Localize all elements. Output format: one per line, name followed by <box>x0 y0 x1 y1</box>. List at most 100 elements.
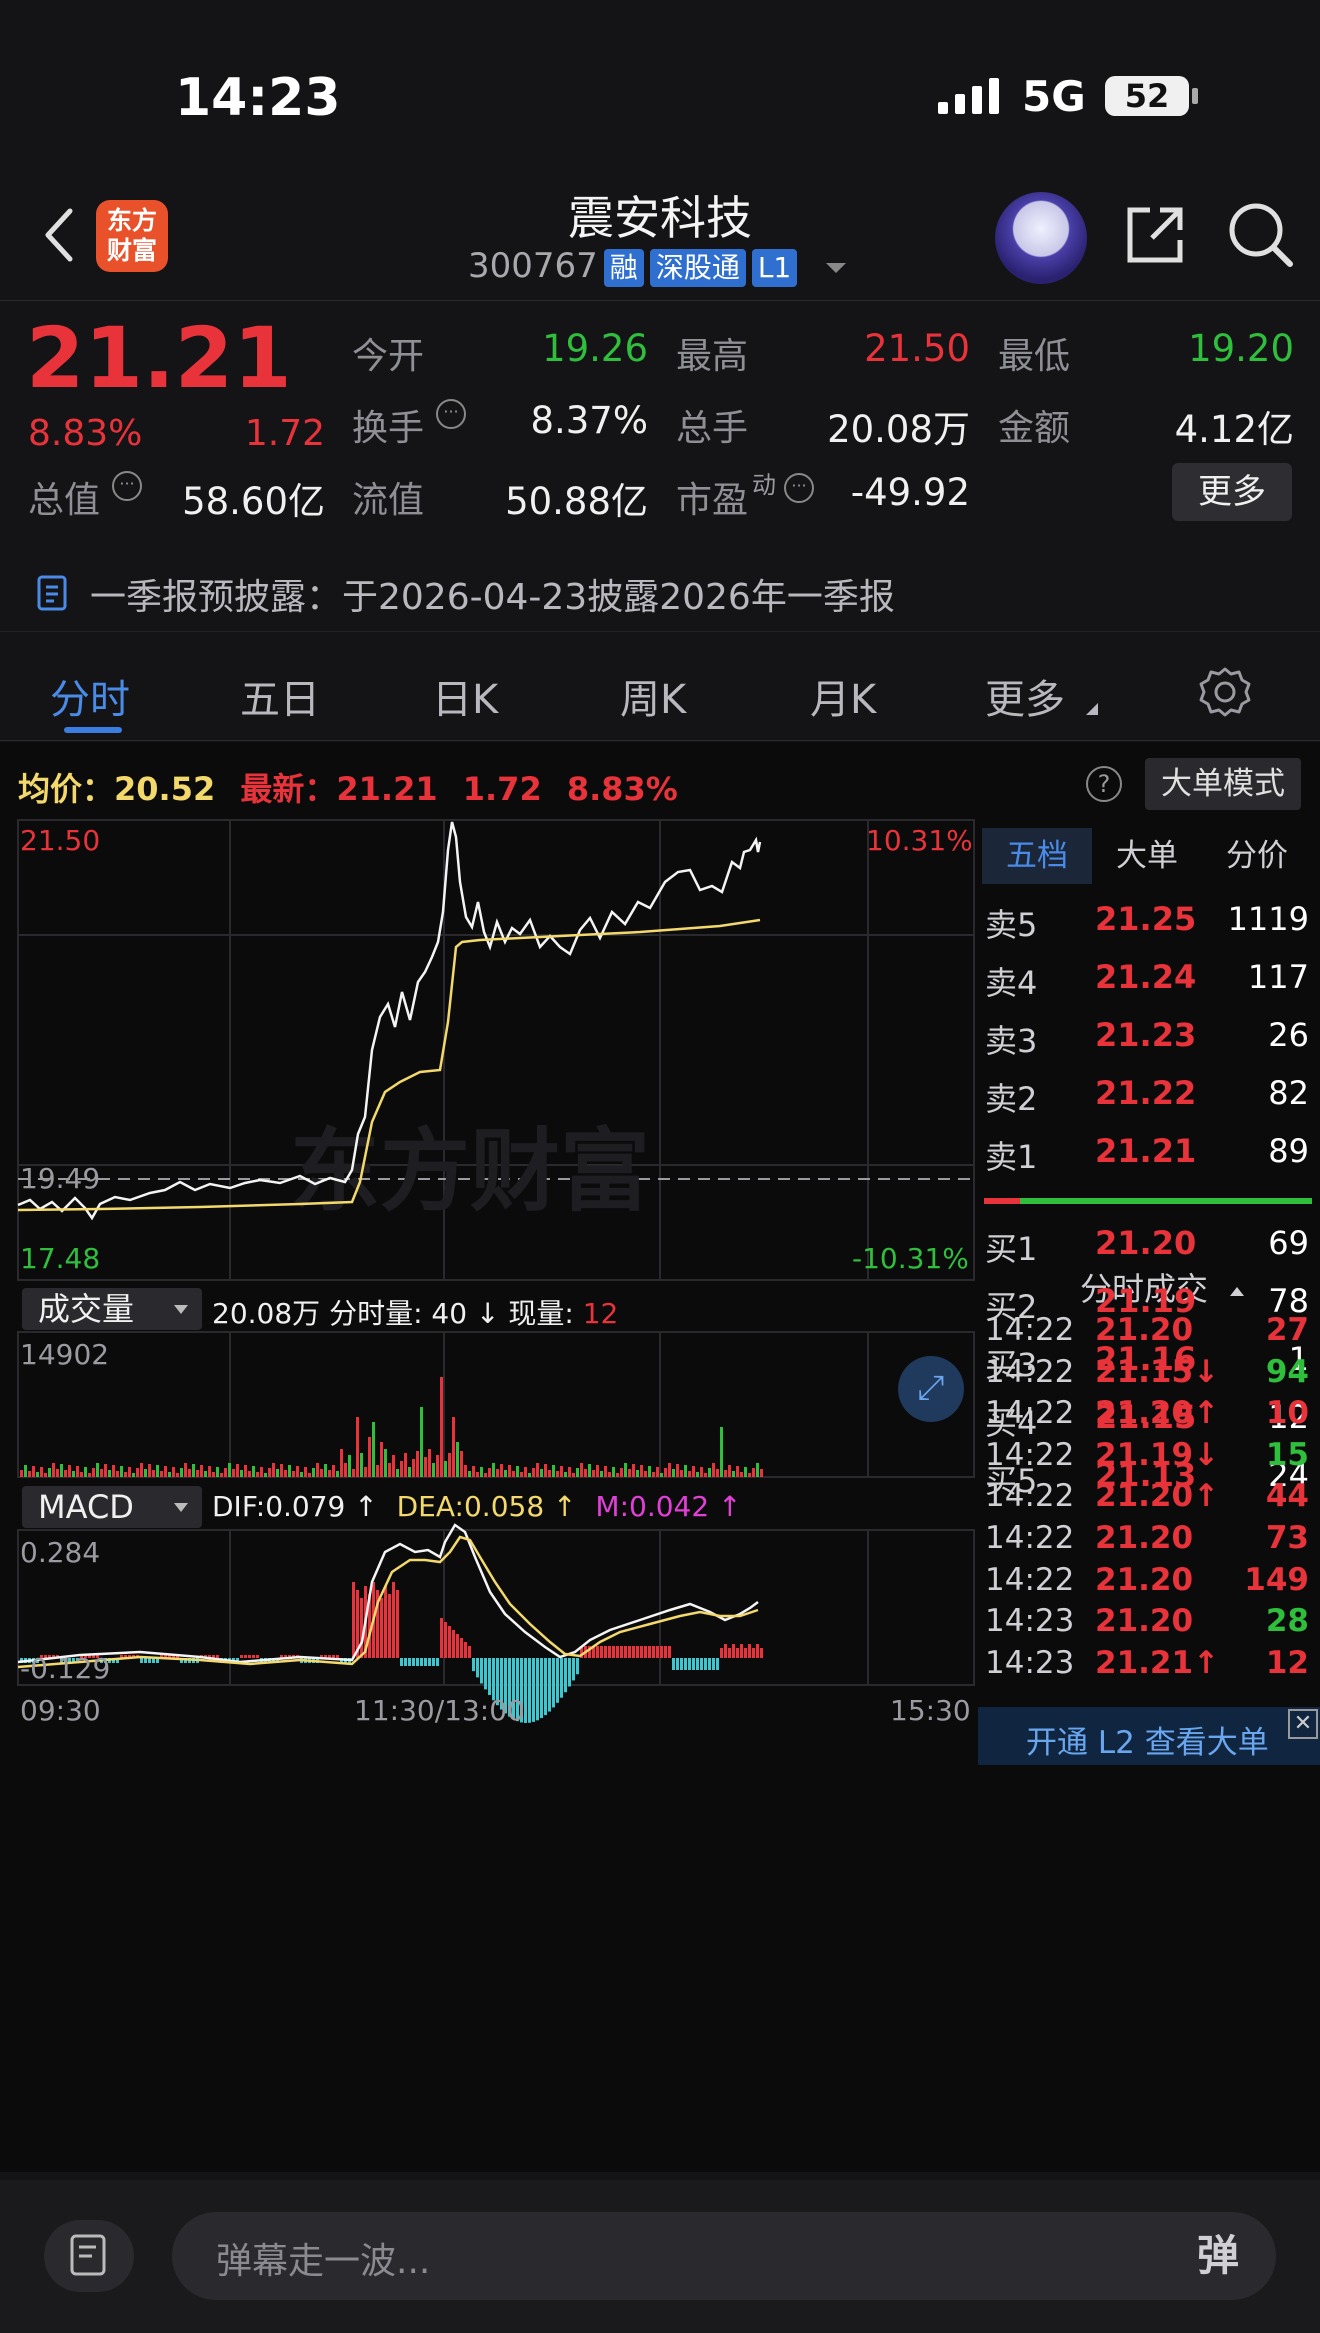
more-button[interactable]: 更多 <box>1172 463 1292 521</box>
ticks-title[interactable]: 分时成交 <box>1080 1264 1245 1310</box>
volume-bar <box>484 1473 487 1477</box>
stock-code-row[interactable]: 300767 融深股通 L1 <box>468 246 847 287</box>
volume-bar <box>636 1470 639 1477</box>
pe-info-icon[interactable]: ··· <box>784 473 814 503</box>
macd-bar <box>728 1648 731 1658</box>
ob-price: 21.22 <box>1095 1074 1197 1112</box>
chart-tabs: 分时 五日 日K 周K 月K 更多 <box>0 645 1320 741</box>
share-icon[interactable] <box>1122 202 1188 268</box>
dif-value: 0.079 <box>265 1490 346 1523</box>
expand-chart-icon[interactable]: ⤢ <box>898 1356 964 1422</box>
tick-row: 14:22 21.15↓ 94 <box>985 1354 1315 1412</box>
intraday-chart[interactable]: 东方财富 <box>0 742 985 2172</box>
turnover-info-icon[interactable]: ··· <box>436 399 466 429</box>
ob-price: 21.20 <box>1095 1224 1197 1262</box>
tick-row: 14:22 21.20↑ 44 <box>985 1478 1315 1536</box>
bid-row: 买1 21.20 69 <box>985 1224 1315 1280</box>
volume-bar <box>568 1467 571 1477</box>
dea-label: DEA: <box>396 1490 464 1523</box>
volume-bar <box>416 1451 419 1477</box>
ob-price: 21.24 <box>1095 958 1197 996</box>
l2-banner[interactable]: 开通 L2 查看大单 ✕ <box>978 1707 1320 1765</box>
volume-bar <box>724 1470 727 1477</box>
volume-bar <box>192 1464 195 1477</box>
tick-volume: 149 <box>1244 1561 1309 1598</box>
volume-bar <box>420 1407 423 1477</box>
volume-bar <box>580 1463 583 1477</box>
volume-bar <box>312 1468 315 1477</box>
macd-bar <box>732 1644 735 1658</box>
macd-bar <box>688 1658 691 1670</box>
note-icon[interactable] <box>44 2220 134 2292</box>
macd-bar <box>716 1658 719 1670</box>
tab-weekly-k[interactable]: 周K <box>620 677 687 723</box>
ob-level: 卖5 <box>985 906 1038 944</box>
back-icon[interactable] <box>38 205 78 265</box>
dropdown-icon[interactable] <box>826 262 847 273</box>
close-icon[interactable]: ✕ <box>1288 1709 1318 1739</box>
tick-price: 21.20 <box>1095 1312 1194 1348</box>
price-line <box>17 821 762 1221</box>
macd-bar <box>244 1655 247 1658</box>
help-icon[interactable]: ? <box>1086 766 1122 802</box>
ob-volume: 89 <box>1268 1132 1309 1170</box>
macd-bar <box>628 1646 631 1658</box>
tick-row: 14:22 21.19↓ 15 <box>985 1437 1315 1495</box>
tab-five-day[interactable]: 五日 <box>240 677 320 723</box>
tick-price: 21.20 <box>1095 1520 1194 1556</box>
macd-bar <box>144 1658 147 1663</box>
low-label: 最低 <box>998 336 1071 377</box>
volume-bar <box>96 1463 99 1477</box>
orderbook-tab-five[interactable]: 五档 <box>982 828 1092 884</box>
big-order-mode-button[interactable]: 大单模式 <box>1145 758 1301 810</box>
tick-volume: 73 <box>1265 1520 1309 1556</box>
danmu-input[interactable]: 弹幕走一波... 弹 <box>172 2212 1276 2300</box>
tab-intraday[interactable]: 分时 <box>50 677 130 723</box>
amount-value: 4.12亿 <box>1174 408 1294 451</box>
volume-now-label: 现量: <box>508 1297 574 1330</box>
mcap-info-icon[interactable]: ··· <box>112 471 142 501</box>
tag-level: L1 <box>751 249 798 287</box>
volume-bar <box>332 1465 335 1477</box>
more-caret-icon <box>1086 703 1098 715</box>
tick-price: 21.20↑ <box>1095 1395 1220 1432</box>
macd-bar <box>88 1655 91 1658</box>
quote-panel: 21.21 8.83% 1.72 总值 ··· 58.60亿 今开 19.26 … <box>0 300 1320 540</box>
macd-bar <box>116 1658 119 1663</box>
macd-bar <box>252 1655 255 1658</box>
tick-time: 14:22 <box>985 1353 1075 1390</box>
volume-bar <box>244 1465 247 1477</box>
tick-time: 14:23 <box>985 1644 1075 1681</box>
macd-top-label: 0.284 <box>20 1536 101 1569</box>
danmu-toggle-button[interactable]: 弹 <box>1196 2231 1239 2280</box>
settings-icon[interactable] <box>1198 665 1252 719</box>
tab-more[interactable]: 更多 <box>985 677 1065 723</box>
tab-daily-k[interactable]: 日K <box>432 677 499 723</box>
search-icon[interactable] <box>1226 200 1296 270</box>
macd-bar <box>484 1658 487 1690</box>
m-label: M: <box>595 1490 630 1523</box>
volume-bar <box>364 1467 367 1477</box>
volume-bar <box>308 1473 311 1477</box>
volume-bar <box>168 1472 171 1477</box>
macd-bar <box>568 1658 571 1687</box>
volume-bar <box>260 1467 263 1477</box>
macd-bar <box>336 1655 339 1658</box>
latest-value: 21.21 <box>336 770 438 808</box>
volume-bar <box>456 1442 459 1477</box>
orderbook-tab-price[interactable]: 分价 <box>1226 838 1288 874</box>
macd-bar <box>540 1658 543 1719</box>
tick-row: 14:23 21.20 28 <box>985 1603 1315 1661</box>
volume-bar <box>176 1473 179 1477</box>
volume-selector[interactable]: 成交量 <box>22 1288 202 1330</box>
orderbook-tab-big[interactable]: 大单 <box>1116 838 1178 874</box>
notice-bar[interactable]: 一季报预披露：于2026-04-23披露2026年一季报 <box>0 550 1320 632</box>
macd-selector[interactable]: MACD <box>22 1486 202 1528</box>
tick-time: 14:22 <box>985 1520 1075 1556</box>
volume-bar <box>548 1470 551 1477</box>
volume-bar <box>304 1467 307 1477</box>
macd-bar <box>60 1658 63 1663</box>
robot-avatar-icon[interactable] <box>995 192 1087 284</box>
tab-monthly-k[interactable]: 月K <box>810 677 877 723</box>
time-mid: 11:30/13:00 <box>354 1694 525 1727</box>
